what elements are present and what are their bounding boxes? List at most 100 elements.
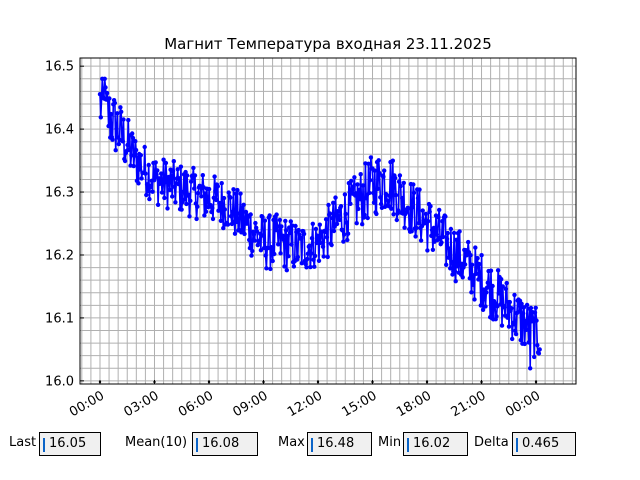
- data-point: [372, 168, 377, 173]
- data-point: [188, 198, 193, 203]
- data-point: [452, 269, 458, 274]
- chart-title: Магнит Температура входная 23.11.2025: [164, 35, 492, 53]
- data-point: [289, 242, 294, 247]
- min-value-field[interactable]: 16.02: [403, 432, 468, 456]
- data-point: [163, 180, 168, 185]
- data-point: [125, 142, 130, 148]
- series-line: [97, 76, 542, 371]
- data-point: [225, 222, 231, 227]
- data-point: [154, 172, 159, 177]
- data-point: [345, 231, 351, 236]
- data-point: [420, 208, 425, 213]
- data-point: [221, 225, 226, 231]
- data-point: [272, 251, 277, 257]
- data-point: [331, 228, 337, 234]
- data-point: [487, 284, 492, 289]
- data-point: [133, 147, 139, 153]
- data-point: [480, 298, 485, 303]
- y-tick-label: 16.2: [45, 248, 74, 263]
- data-point: [494, 314, 499, 319]
- data-point: [326, 202, 331, 208]
- plot-frame: [79, 57, 577, 385]
- data-point: [278, 251, 283, 256]
- text-cursor-icon: [407, 438, 409, 452]
- data-point: [253, 220, 258, 226]
- data-point: [129, 153, 134, 158]
- data-point: [173, 200, 178, 205]
- data-point: [169, 173, 174, 179]
- data-point: [363, 196, 369, 201]
- data-point: [102, 76, 107, 82]
- last-value-field[interactable]: 16.05: [39, 432, 101, 456]
- data-point: [226, 190, 231, 195]
- data-point: [175, 167, 180, 172]
- data-point: [502, 305, 507, 310]
- data-point: [436, 214, 441, 220]
- data-point: [513, 328, 518, 333]
- data-point: [210, 216, 216, 222]
- data-point: [214, 197, 219, 203]
- data-point: [194, 216, 199, 222]
- data-point: [414, 225, 419, 231]
- data-point: [429, 233, 434, 238]
- data-point: [524, 327, 529, 332]
- mean-value-field[interactable]: 16.08: [192, 432, 258, 456]
- data-point: [318, 240, 323, 246]
- data-point: [178, 164, 184, 169]
- data-point: [477, 261, 482, 267]
- data-point: [406, 206, 411, 211]
- data-point: [448, 266, 453, 271]
- data-point: [344, 220, 349, 225]
- data-point: [411, 182, 416, 187]
- text-cursor-icon: [311, 438, 313, 452]
- data-point: [536, 351, 542, 356]
- data-point: [159, 171, 164, 176]
- data-point: [463, 248, 469, 253]
- data-point: [122, 158, 128, 164]
- y-tick-label: 16.4: [45, 123, 74, 138]
- data-point: [512, 292, 517, 298]
- data-point: [443, 214, 448, 219]
- data-point: [170, 168, 176, 174]
- data-point: [342, 232, 347, 237]
- x-tick-label: 06:00: [176, 388, 216, 420]
- data-point: [237, 211, 242, 216]
- data-point: [476, 277, 481, 282]
- data-point: [348, 201, 353, 206]
- data-point: [206, 186, 212, 192]
- delta-value-field[interactable]: 0.465: [512, 432, 576, 456]
- data-point: [488, 268, 494, 273]
- data-point: [354, 221, 359, 226]
- data-point: [445, 230, 450, 236]
- data-point: [316, 236, 321, 241]
- data-point: [360, 183, 366, 188]
- data-point: [293, 223, 298, 229]
- data-point: [192, 173, 198, 178]
- x-tick-dot: [98, 380, 102, 384]
- data-point: [276, 230, 282, 235]
- data-point: [159, 190, 165, 195]
- data-point: [485, 280, 490, 285]
- data-point: [199, 194, 204, 199]
- data-point: [480, 307, 486, 312]
- data-point: [262, 218, 268, 223]
- data-point: [472, 297, 477, 302]
- data-point: [103, 85, 108, 90]
- data-point: [283, 218, 288, 224]
- data-point: [351, 184, 356, 189]
- y-tick-label: 16.3: [45, 186, 74, 201]
- data-point: [276, 242, 281, 247]
- data-point: [267, 213, 272, 218]
- data-point: [241, 202, 246, 207]
- data-point: [495, 268, 501, 273]
- data-point: [400, 195, 405, 201]
- data-point: [367, 178, 373, 183]
- data-point: [121, 117, 126, 122]
- max-value-field[interactable]: 16.48: [307, 432, 372, 456]
- data-point: [378, 195, 383, 200]
- data-point: [448, 226, 454, 232]
- data-point: [120, 139, 126, 144]
- data-point: [492, 301, 498, 306]
- data-point: [215, 184, 220, 189]
- data-point: [352, 175, 357, 180]
